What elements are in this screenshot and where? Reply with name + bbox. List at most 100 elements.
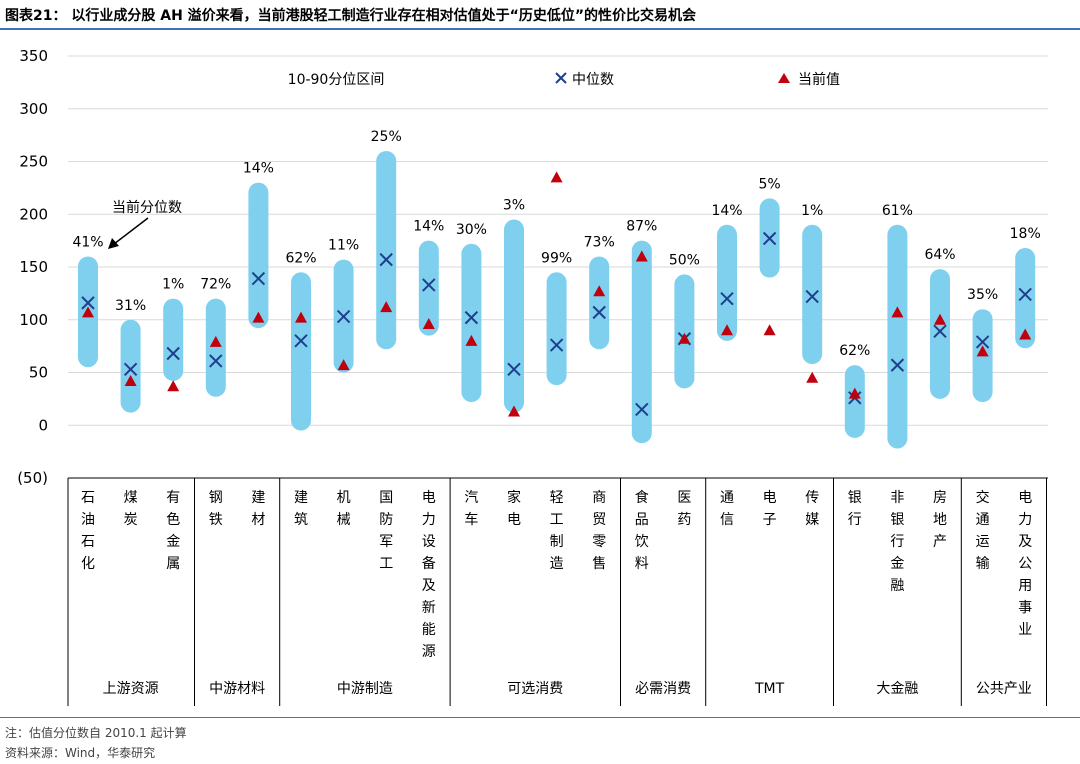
percentile-label: 64% [924, 247, 955, 263]
current-marker [465, 334, 478, 346]
median-marker [81, 296, 95, 310]
category-label: 医药 [677, 490, 691, 528]
current-marker [252, 311, 265, 323]
footnote: 注：估值分位数自 2010.1 起计算 [5, 726, 187, 740]
median-marker [507, 362, 521, 377]
current-marker [167, 380, 180, 392]
group-label: 必需消费 [635, 681, 691, 697]
current-marker [209, 335, 222, 347]
category-label: 石油石化 [81, 490, 95, 572]
category-label: 食品饮料 [635, 489, 649, 572]
current-marker [124, 374, 137, 386]
current-marker [593, 285, 606, 297]
range-bar [1015, 248, 1036, 349]
percentile-label: 62% [285, 250, 316, 266]
y-tick-label: 150 [19, 258, 48, 276]
percentile-label: 3% [503, 198, 525, 214]
range-bar [674, 274, 695, 389]
median-marker [805, 289, 819, 304]
annotation-arrow-head [108, 238, 119, 249]
range-bar [418, 240, 439, 336]
range-bar [120, 319, 141, 413]
y-tick-label: 350 [19, 47, 48, 65]
y-tick-label: (50) [17, 469, 48, 487]
range-bar [930, 269, 950, 399]
group-label: 中游材料 [209, 681, 265, 697]
median-marker [1018, 287, 1032, 302]
current-marker [422, 317, 435, 329]
current-marker [976, 345, 989, 357]
median-marker [209, 354, 223, 368]
percentile-label: 99% [541, 250, 572, 266]
group-label: 可选消费 [507, 681, 563, 697]
legend-median-marker [555, 72, 567, 84]
percentile-label: 1% [162, 277, 184, 293]
median-marker [294, 334, 308, 348]
percentile-label: 41% [72, 234, 103, 250]
legend-median: 中位数 [572, 72, 614, 88]
current-marker [678, 332, 691, 344]
percentile-label: 14% [711, 203, 742, 219]
median-marker [592, 305, 606, 320]
percentile-label: 35% [967, 287, 998, 303]
range-bar [205, 298, 226, 397]
figure-title: 图表21： 以行业成分股 AH 溢价来看，当前港股轻工制造行业存在相对估值处于“… [5, 8, 697, 24]
current-marker [295, 311, 307, 323]
current-marker [1019, 328, 1032, 340]
category-label: 煤炭 [124, 490, 138, 528]
current-marker [82, 306, 94, 318]
range-bar [802, 224, 823, 365]
range-bar [546, 272, 567, 386]
range-bar [461, 243, 482, 403]
category-label: 电力设备及新能源 [422, 490, 436, 660]
legend-range: 10-90分位区间 [288, 72, 385, 88]
y-tick-label: 100 [19, 311, 48, 329]
y-tick-label: 200 [19, 205, 48, 223]
percentile-label: 30% [456, 222, 487, 238]
percentile-label: 5% [758, 176, 780, 192]
percentile-label: 62% [839, 343, 870, 359]
percentile-label: 31% [115, 298, 146, 314]
percentile-label: 73% [584, 234, 615, 250]
range-bar [589, 256, 610, 350]
percentile-label: 18% [1010, 226, 1041, 242]
footer-rule [0, 717, 1080, 718]
group-label: 大金融 [876, 681, 918, 697]
category-label: 非银行金融 [890, 490, 904, 594]
median-marker [422, 278, 436, 292]
current-marker [550, 171, 563, 183]
range-bar [717, 224, 737, 341]
current-marker [848, 387, 861, 399]
range-bar [844, 365, 865, 438]
category-label: 通信 [720, 490, 734, 528]
current-marker [891, 306, 904, 318]
range-bar [291, 272, 311, 431]
group-label: 中游制造 [337, 681, 393, 697]
group-label: 上游资源 [103, 681, 159, 697]
median-marker [762, 231, 777, 246]
category-label: 房地产 [933, 490, 947, 550]
title-rule [0, 28, 1080, 30]
category-label: 国防军工 [379, 490, 393, 572]
category-label: 家电 [507, 489, 521, 528]
source-note: 资料来源：Wind，华泰研究 [5, 746, 156, 760]
percentile-label: 1% [801, 203, 823, 219]
current-marker [508, 405, 520, 417]
percentile-label: 50% [669, 252, 700, 268]
median-marker [890, 358, 905, 372]
median-marker [975, 335, 990, 349]
median-marker [251, 271, 266, 286]
category-label: 电子 [763, 490, 777, 528]
legend-current-marker [778, 73, 790, 83]
percentile-label: 14% [243, 161, 274, 177]
percentile-label: 72% [200, 277, 231, 293]
category-label: 商贸零售 [592, 490, 606, 572]
category-label: 建材 [251, 490, 265, 528]
category-label: 有色金属 [166, 490, 180, 572]
category-label: 汽车 [464, 490, 478, 528]
current-marker [806, 371, 819, 383]
category-label: 传媒 [805, 490, 819, 528]
range-bar [376, 150, 397, 350]
group-label: 公共产业 [976, 681, 1032, 697]
